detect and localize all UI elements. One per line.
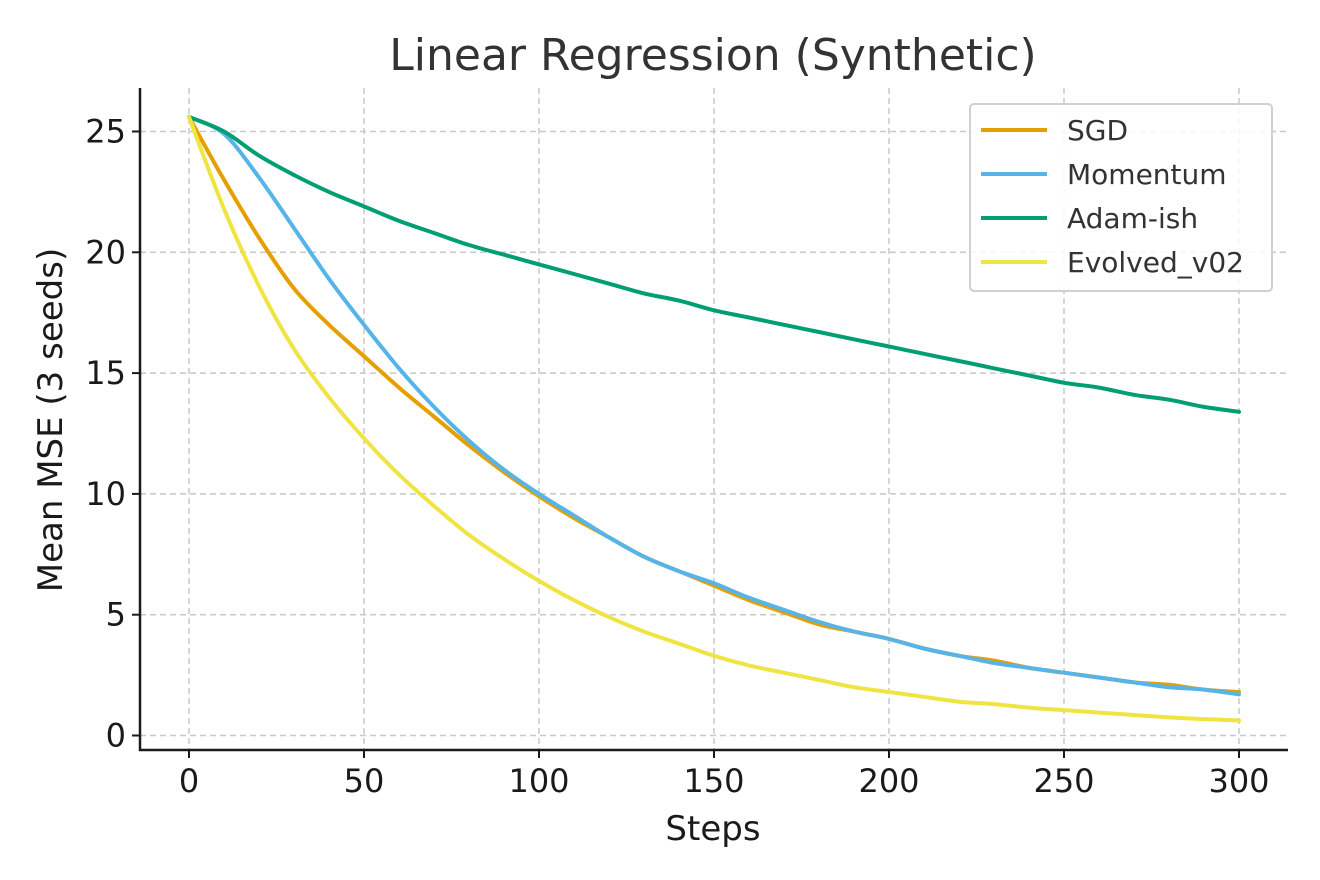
legend-label-evolved-v02: Evolved_v02 — [1067, 246, 1244, 279]
series-line-adam-ish — [187, 115, 1241, 414]
x-axis-label: Steps — [665, 809, 760, 849]
ticks-layer: 0 50 100 150 200 250 300 0 5 10 15 20 25 — [85, 112, 1269, 800]
y-axis-label: Mean MSE (3 seeds) — [31, 248, 71, 592]
y-tick-label: 10 — [85, 475, 126, 513]
x-tick-label: 0 — [179, 762, 199, 800]
x-tick-label: 50 — [344, 762, 385, 800]
series-line-evolved-v02 — [187, 115, 1241, 723]
y-tick-label: 25 — [85, 112, 126, 150]
y-tick-label: 20 — [85, 233, 126, 271]
x-tick-label: 300 — [1208, 762, 1269, 800]
legend-label-sgd: SGD — [1067, 114, 1128, 147]
axis-spines — [138, 88, 1288, 752]
y-tick-label: 0 — [106, 717, 126, 755]
series-line-momentum — [187, 115, 1241, 697]
chart-title: Linear Regression (Synthetic) — [389, 30, 1036, 81]
legend-frame — [969, 103, 1273, 292]
x-tick-label: 200 — [858, 762, 919, 800]
y-tick-label: 5 — [106, 596, 126, 634]
x-tick-label: 100 — [508, 762, 569, 800]
x-tick-label: 150 — [683, 762, 744, 800]
y-tick-label: 15 — [85, 354, 126, 392]
x-tick-label: 250 — [1033, 762, 1094, 800]
legend: SGD Momentum Adam-ish Evolved_v02 — [969, 103, 1273, 292]
legend-label-momentum: Momentum — [1067, 158, 1227, 191]
legend-label-adam-ish: Adam-ish — [1067, 202, 1198, 235]
series-layer — [187, 115, 1241, 723]
